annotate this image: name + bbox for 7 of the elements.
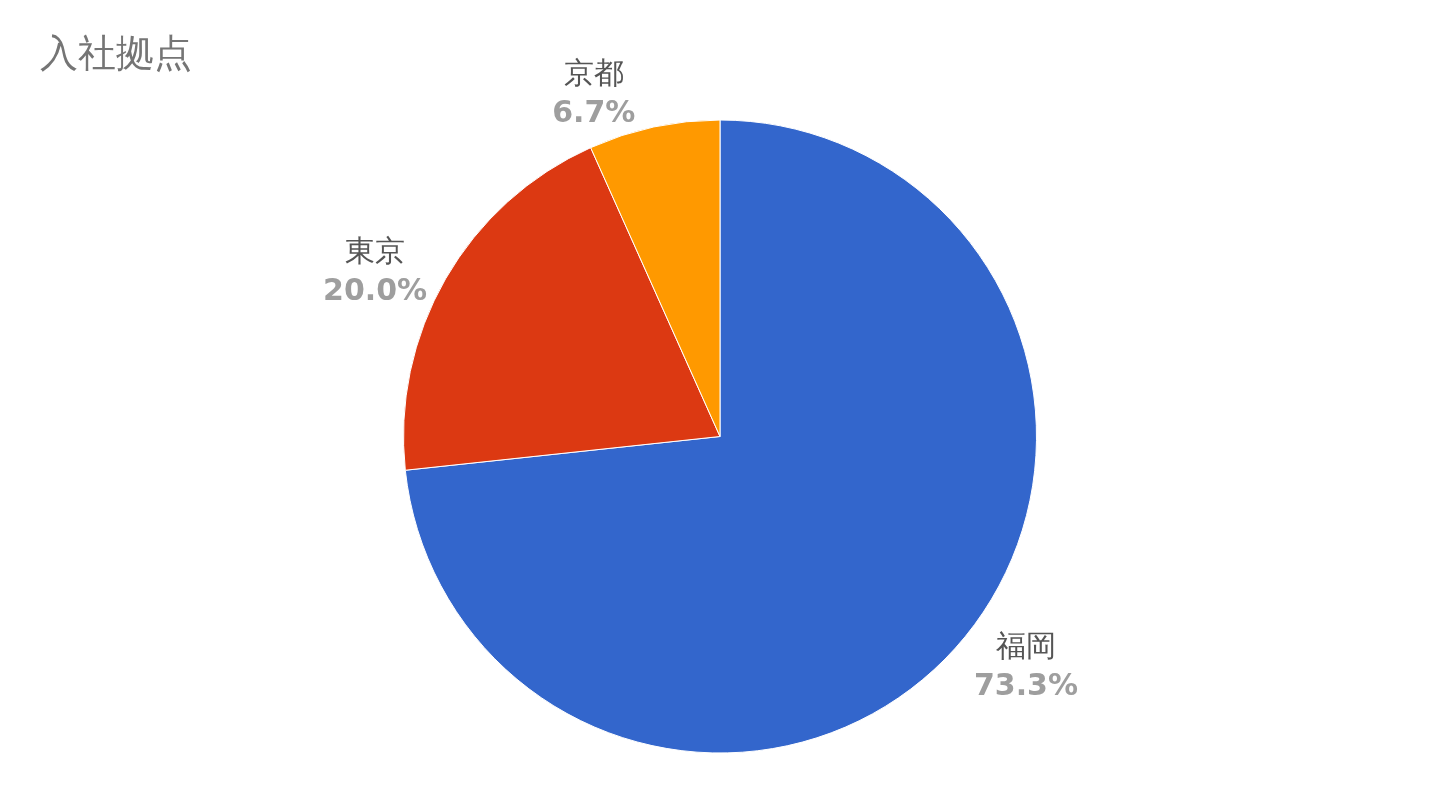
data-label: 20.0% xyxy=(322,271,428,307)
data-label: 6.7% xyxy=(552,93,636,129)
data-label: 73.3% xyxy=(973,666,1079,702)
slice-label: 福岡 xyxy=(995,627,1056,663)
slice-label: 東京 xyxy=(345,232,406,268)
chart-title: 入社拠点 xyxy=(40,31,193,76)
slice-label: 京都 xyxy=(563,54,624,90)
